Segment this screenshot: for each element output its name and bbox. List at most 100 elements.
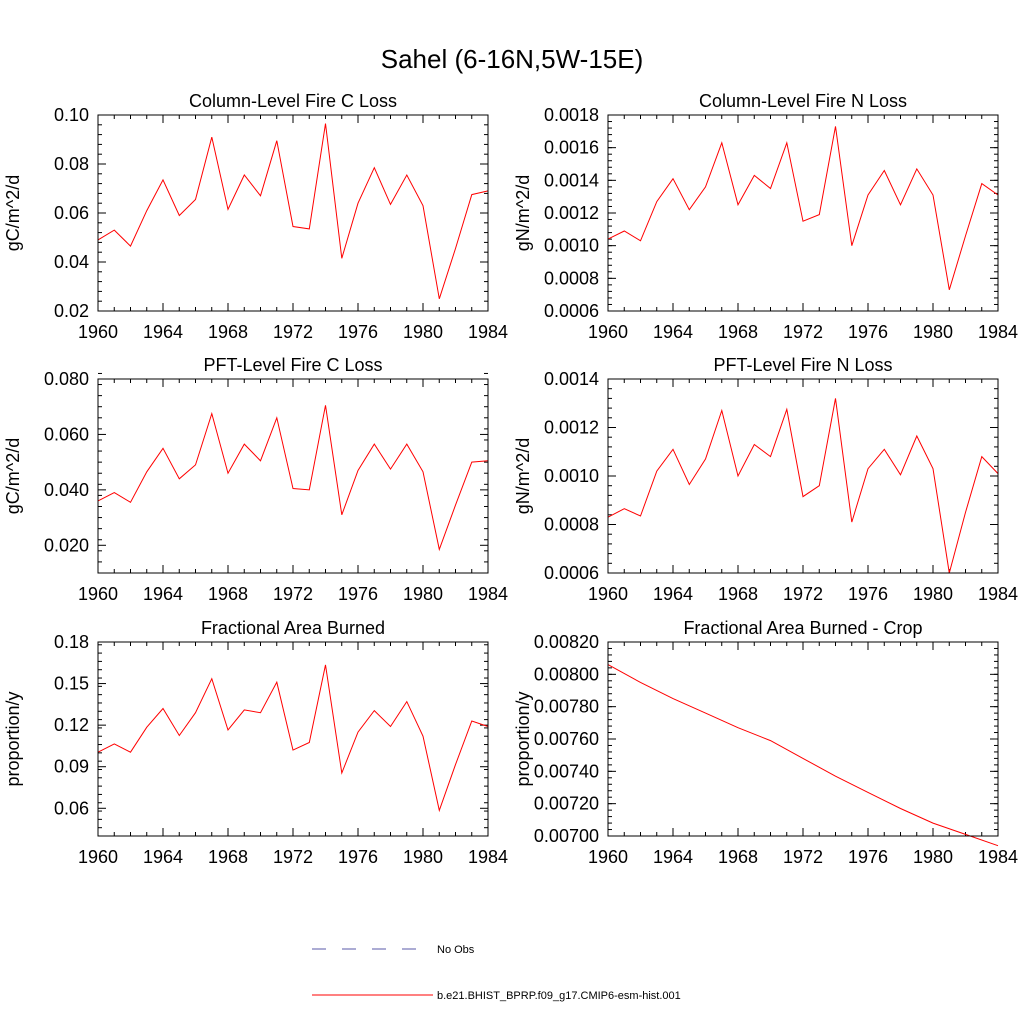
x-tick-label: 1984 [468, 322, 508, 342]
y-tick-label: 0.00720 [534, 794, 599, 814]
x-tick-label: 1968 [208, 584, 248, 604]
y-tick-label: 0.0008 [544, 515, 599, 535]
y-axis-label: gN/m^2/d [513, 438, 533, 514]
x-tick-label: 1964 [143, 322, 183, 342]
y-tick-label: 0.0006 [544, 563, 599, 583]
y-tick-label: 0.0014 [544, 170, 599, 190]
x-tick-label: 1964 [143, 584, 183, 604]
x-tick-label: 1976 [848, 847, 888, 867]
plot-frame [97, 114, 489, 312]
y-tick-label: 0.04 [54, 252, 89, 272]
panel-2: Column-Level Fire N Loss gN/m^2/d 1960 1964… [513, 91, 1018, 342]
series-line [607, 664, 999, 847]
panel-title: PFT-Level Fire N Loss [713, 355, 892, 375]
y-tick-label: 0.08 [54, 154, 89, 174]
y-tick-label: 0.06 [54, 798, 89, 818]
x-tick-label: 1976 [848, 322, 888, 342]
y-tick-label: 0.0010 [544, 466, 599, 486]
series-line [607, 126, 999, 290]
y-axis-label: proportion/y [3, 691, 23, 786]
plot-frame [607, 378, 999, 574]
x-tick-label: 1968 [718, 322, 758, 342]
x-tick-label: 1980 [913, 847, 953, 867]
x-tick-label: 1980 [913, 322, 953, 342]
y-tick-label: 0.0018 [544, 105, 599, 125]
x-tick-label: 1972 [783, 847, 823, 867]
plot-frame [97, 378, 489, 574]
y-tick-label: 0.0016 [544, 138, 599, 158]
x-tick-label: 1972 [273, 847, 313, 867]
y-tick-label: 0.00700 [534, 826, 599, 846]
x-tick-label: 1960 [78, 322, 118, 342]
x-tick-label: 1960 [588, 584, 628, 604]
y-tick-label: 0.00780 [534, 697, 599, 717]
panels: Column-Level Fire C Loss gC/m^2/d 1960 1964… [3, 91, 1018, 867]
x-tick-label: 1960 [588, 847, 628, 867]
x-tick-label: 1964 [653, 847, 693, 867]
x-tick-label: 1968 [208, 847, 248, 867]
y-tick-label: 0.0012 [544, 418, 599, 438]
y-tick-label: 0.0014 [544, 369, 599, 389]
panel-title: Fractional Area Burned - Crop [683, 618, 922, 638]
panel-title: Fractional Area Burned [201, 618, 385, 638]
x-tick-label: 1980 [403, 584, 443, 604]
x-tick-label: 1976 [338, 847, 378, 867]
series-line [97, 405, 489, 552]
y-tick-label: 0.00760 [534, 729, 599, 749]
y-tick-label: 0.10 [54, 105, 89, 125]
panel-3: PFT-Level Fire C Loss gC/m^2/d 1960 1964 196… [3, 355, 508, 604]
panel-title: Column-Level Fire N Loss [699, 91, 907, 111]
x-tick-label: 1980 [403, 322, 443, 342]
plot-frame [607, 114, 999, 312]
x-tick-label: 1972 [783, 322, 823, 342]
plot-frame [97, 641, 489, 837]
panel-title: Column-Level Fire C Loss [189, 91, 397, 111]
x-tick-label: 1960 [588, 322, 628, 342]
panel-1: Column-Level Fire C Loss gC/m^2/d 1960 1964… [3, 91, 508, 342]
panel-6: Fractional Area Burned - Crop proportion/… [513, 618, 1018, 867]
legend-label-no-obs: No Obs [437, 944, 475, 956]
plot-frame [607, 641, 999, 837]
x-tick-label: 1980 [913, 584, 953, 604]
x-tick-label: 1964 [653, 584, 693, 604]
panel-title: PFT-Level Fire C Loss [203, 355, 382, 375]
y-axis-label: gC/m^2/d [3, 438, 23, 514]
y-tick-label: 0.040 [44, 480, 89, 500]
y-tick-label: 0.020 [44, 535, 89, 555]
x-tick-label: 1984 [468, 584, 508, 604]
panel-5: Fractional Area Burned proportion/y 1960 19… [3, 618, 508, 867]
y-axis-label: gC/m^2/d [3, 175, 23, 251]
x-tick-label: 1976 [848, 584, 888, 604]
y-tick-label: 0.0006 [544, 301, 599, 321]
y-axis-label: proportion/y [513, 691, 533, 786]
x-tick-label: 1984 [978, 847, 1018, 867]
x-tick-label: 1968 [718, 584, 758, 604]
x-tick-label: 1968 [718, 847, 758, 867]
x-tick-label: 1972 [783, 584, 823, 604]
x-tick-label: 1972 [273, 322, 313, 342]
figure-title: Sahel (6-16N,5W-15E) [381, 44, 644, 74]
x-tick-label: 1964 [653, 322, 693, 342]
x-tick-label: 1984 [978, 322, 1018, 342]
y-tick-label: 0.00820 [534, 632, 599, 652]
series-line [97, 664, 489, 813]
series-line [607, 398, 999, 574]
x-tick-label: 1976 [338, 584, 378, 604]
x-tick-label: 1972 [273, 584, 313, 604]
x-tick-label: 1984 [468, 847, 508, 867]
series-line [97, 123, 489, 299]
x-tick-label: 1980 [403, 847, 443, 867]
y-tick-label: 0.0008 [544, 268, 599, 288]
x-tick-label: 1964 [143, 847, 183, 867]
y-tick-label: 0.080 [44, 369, 89, 389]
panel-4: PFT-Level Fire N Loss gN/m^2/d 1960 1964 196… [513, 355, 1018, 604]
legend: No Obs b.e21.BHIST_BPRP.f09_g17.CMIP6-es… [312, 944, 681, 1002]
y-tick-label: 0.09 [54, 757, 89, 777]
y-tick-label: 0.15 [54, 674, 89, 694]
y-tick-label: 0.12 [54, 715, 89, 735]
x-tick-label: 1984 [978, 584, 1018, 604]
x-tick-label: 1976 [338, 322, 378, 342]
x-tick-label: 1960 [78, 847, 118, 867]
y-tick-label: 0.00800 [534, 664, 599, 684]
